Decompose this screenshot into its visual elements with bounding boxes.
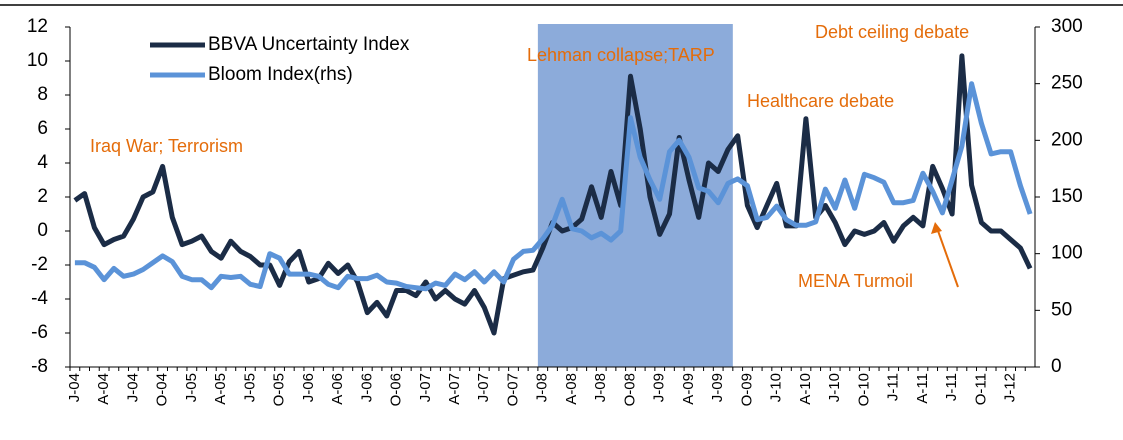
- x-tick-label: J-10: [826, 373, 843, 402]
- x-tick-label: O-11: [972, 373, 989, 405]
- x-tick-label: J-08: [592, 373, 609, 402]
- y2-tick-label: 300: [1051, 16, 1083, 37]
- x-tick-label: A-06: [329, 373, 346, 405]
- x-tick-label: J-09: [709, 373, 726, 402]
- x-tick-label: J-10: [768, 373, 785, 402]
- x-tick-label: A-08: [563, 373, 580, 405]
- y-tick-label: 12: [27, 16, 48, 37]
- x-tick-label: A-10: [797, 373, 814, 405]
- y2-tick-label: 200: [1051, 129, 1083, 150]
- x-tick-label: J-04: [66, 373, 83, 402]
- x-tick-label: O-05: [271, 373, 288, 406]
- y-tick-label: 10: [27, 50, 48, 71]
- x-tick-label: J-09: [651, 373, 668, 402]
- y-tick-label: -2: [31, 254, 48, 275]
- x-tick-label: J-07: [475, 373, 492, 402]
- x-tick-label: O-10: [855, 373, 872, 406]
- x-tick-label: J-06: [358, 373, 375, 402]
- x-tick-label: J-05: [241, 373, 258, 402]
- y-tick-label: 8: [37, 84, 48, 105]
- x-tick-label: A-07: [446, 373, 463, 405]
- x-tick-label: J-04: [124, 373, 141, 402]
- y-tick-label: 4: [37, 152, 48, 173]
- x-tick-label: O-06: [388, 373, 405, 406]
- annotation-arrow: [936, 227, 959, 288]
- y-tick-label: -8: [31, 356, 48, 377]
- x-tick-label: O-09: [738, 373, 755, 406]
- x-tick-label: J-06: [300, 373, 317, 402]
- x-tick-label: A-11: [914, 373, 931, 404]
- y-tick-label: -6: [31, 322, 48, 343]
- x-tick-label: J-11: [885, 373, 902, 401]
- annotation: Lehman collapse;TARP: [527, 45, 715, 65]
- y2-tick-label: 0: [1051, 356, 1062, 377]
- annotation: Debt ceiling debate: [815, 22, 969, 42]
- x-tick-label: J-07: [417, 373, 434, 402]
- y-tick-label: -4: [31, 288, 48, 309]
- y2-tick-label: 150: [1051, 186, 1083, 207]
- legend-label: Bloom Index(rhs): [208, 64, 353, 85]
- annotation: Healthcare debate: [747, 91, 894, 111]
- x-tick-label: O-04: [154, 373, 171, 406]
- x-tick-label: A-04: [95, 373, 112, 405]
- x-tick-label: A-09: [680, 373, 697, 405]
- legend-label: BBVA Uncertainty Index: [208, 34, 410, 55]
- annotation: MENA Turmoil: [798, 271, 913, 291]
- series-line: [74, 81, 1033, 292]
- y2-tick-label: 100: [1051, 243, 1083, 264]
- annotation-arrowhead: [931, 222, 942, 234]
- x-tick-label: J-05: [183, 373, 200, 402]
- y-tick-label: 6: [37, 118, 48, 139]
- y2-tick-label: 250: [1051, 73, 1083, 94]
- x-tick-label: O-08: [621, 373, 638, 406]
- y-tick-label: 2: [37, 186, 48, 207]
- y2-tick-label: 50: [1051, 299, 1072, 320]
- x-tick-label: O-07: [504, 373, 521, 406]
- x-tick-label: J-11: [943, 373, 960, 401]
- x-tick-label: A-05: [212, 373, 229, 405]
- x-tick-label: J-12: [1002, 373, 1019, 402]
- y-tick-label: 0: [37, 220, 48, 241]
- x-tick-label: J-08: [534, 373, 551, 402]
- annotation: Iraq War; Terrorism: [90, 136, 243, 156]
